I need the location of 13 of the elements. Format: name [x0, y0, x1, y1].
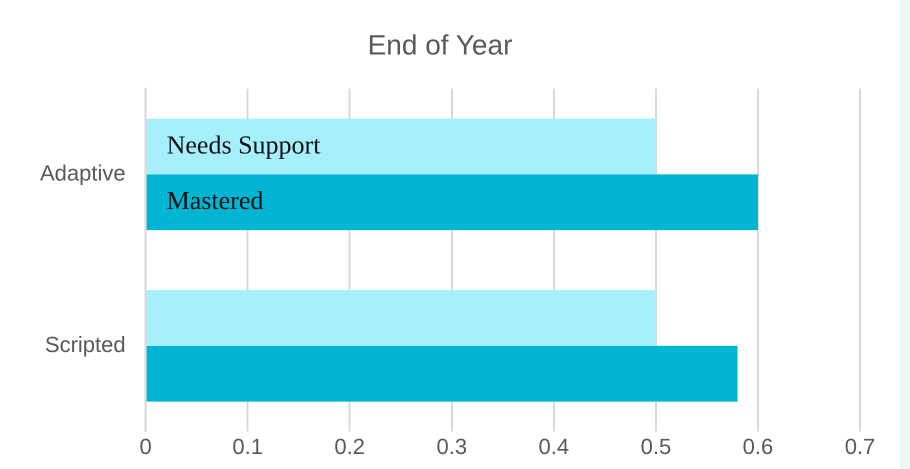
x-tick-label: 0.1 — [232, 434, 263, 459]
chart-title: End of Year — [368, 30, 512, 61]
x-tick-label: 0.7 — [844, 434, 876, 459]
x-tick-label: 0.2 — [334, 434, 366, 459]
x-tick-label: 0.6 — [742, 434, 774, 459]
x-tick-label: 0 — [139, 434, 152, 459]
x-tick-label: 0.5 — [640, 434, 672, 459]
y-tick-label: Scripted — [44, 332, 126, 357]
series-label: Needs Support — [166, 130, 322, 160]
x-tick-label: 0.3 — [436, 434, 468, 459]
series-label: Mastered — [166, 186, 264, 216]
x-tick-label: 0.4 — [538, 434, 570, 459]
y-tick-label: Adaptive — [40, 160, 126, 186]
